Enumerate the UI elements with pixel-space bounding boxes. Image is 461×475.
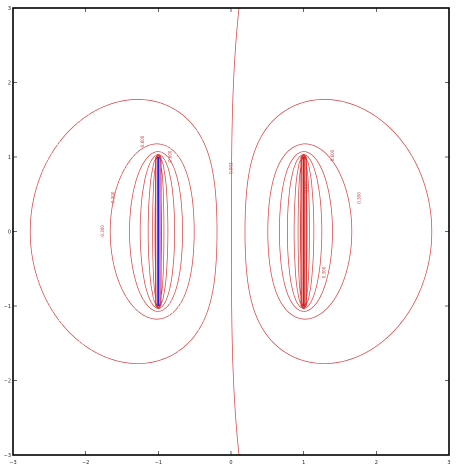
- negative-contour: [155, 155, 162, 308]
- contour-label: -0.600: [140, 135, 145, 148]
- plot-area: 0.003 0.300 0.300 0.600 0.600 -0.300 -0.300 -0.…: [29, 8, 433, 455]
- y-tick-label: 1: [8, 155, 11, 161]
- x-tick-label: 3: [447, 460, 450, 466]
- contour-label: 0.600: [303, 181, 308, 193]
- x-tick-label: −1: [155, 460, 162, 466]
- negative-contour: [129, 151, 183, 312]
- contour-label: 0.003: [228, 162, 233, 174]
- contour-label: 0.300: [321, 266, 326, 278]
- axis-ticks: −3 −2 −1 0 1 2 3 −3 −2 −1 0 1 2 3: [4, 6, 451, 466]
- positive-contour: [231, 8, 240, 455]
- y-tick-label: 2: [8, 81, 11, 87]
- contour-label: 0.300: [356, 192, 361, 204]
- positive-contour: [244, 99, 433, 364]
- x-tick-label: 2: [375, 460, 378, 466]
- contour-label: -0.300: [111, 191, 116, 204]
- charge-lines: [157, 157, 305, 306]
- negative-contour: [29, 99, 218, 364]
- x-tick-label: 1: [302, 460, 305, 466]
- y-tick-label: −1: [4, 304, 11, 310]
- positive-contour: [279, 151, 333, 312]
- x-tick-label: −2: [82, 460, 89, 466]
- contour-label: -0.600: [167, 150, 172, 163]
- y-tick-label: 0: [8, 230, 11, 236]
- positive-contour: [267, 143, 353, 320]
- y-tick-label: 3: [8, 6, 11, 12]
- contour-label: -0.300: [100, 225, 105, 238]
- negative-contour: [109, 143, 195, 320]
- contour-label: 0.600: [330, 149, 335, 161]
- y-tick-label: −2: [4, 379, 11, 385]
- contour-label-group: 0.003 0.300 0.300 0.600 0.600 -0.300 -0.300 -0.…: [100, 135, 362, 278]
- contour-lines: [29, 8, 433, 455]
- positive-contour: [287, 153, 323, 310]
- positive-contour: [300, 155, 307, 308]
- negative-contour: [139, 153, 175, 310]
- x-tick-label: −3: [9, 460, 16, 466]
- y-tick-label: −3: [4, 453, 11, 459]
- x-tick-label: 0: [229, 460, 232, 466]
